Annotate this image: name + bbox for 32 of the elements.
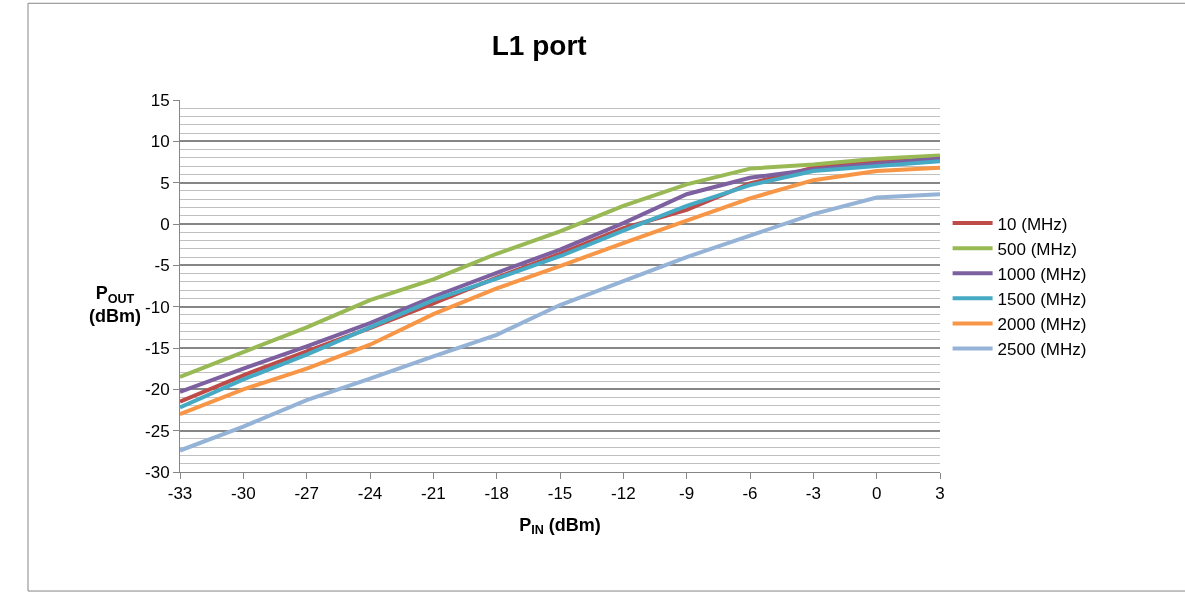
y-tick-label: -30 — [145, 462, 170, 482]
x-tick-label: -12 — [611, 484, 636, 504]
legend-label: 2000 (MHz) — [997, 315, 1087, 335]
legend-label: 1000 (MHz) — [997, 264, 1087, 284]
y-tick-label: -5 — [154, 256, 170, 276]
y-tick-label: 5 — [160, 173, 170, 193]
x-tick-label: -30 — [231, 484, 256, 504]
x-tick-label: -33 — [167, 484, 193, 504]
x-tick-label: -15 — [547, 484, 573, 504]
x-tick-label: -3 — [805, 484, 821, 504]
y-tick-label: 0 — [160, 214, 170, 234]
y-tick-label: -25 — [145, 421, 170, 441]
chart-title: L1 port — [491, 30, 587, 62]
legend-label: 10 (MHz) — [997, 214, 1068, 234]
x-tick-label: -21 — [421, 484, 446, 504]
x-tick-label: -27 — [294, 484, 319, 504]
legend-label: 1500 (MHz) — [997, 289, 1087, 309]
x-tick-label: -9 — [679, 484, 695, 504]
x-tick-label: -24 — [357, 484, 383, 504]
y-tick-label: -20 — [145, 380, 170, 400]
y-tick-label: 10 — [150, 132, 170, 152]
legend-label: 2500 (MHz) — [997, 340, 1087, 360]
y-tick-label: -10 — [145, 297, 170, 317]
y-tick-label: 15 — [150, 90, 170, 110]
x-tick-label: -6 — [742, 484, 758, 504]
y-tick-label: -15 — [145, 338, 170, 358]
y-axis-title: P$_{OUT}$ (dBm) — [89, 283, 141, 327]
x-axis-title: P$_{IN}$ (dBm) — [519, 514, 601, 538]
x-tick-label: 3 — [935, 484, 945, 504]
x-tick-label: -18 — [484, 484, 509, 504]
x-tick-label: 0 — [871, 484, 882, 504]
legend-label: 500 (MHz) — [997, 239, 1077, 259]
